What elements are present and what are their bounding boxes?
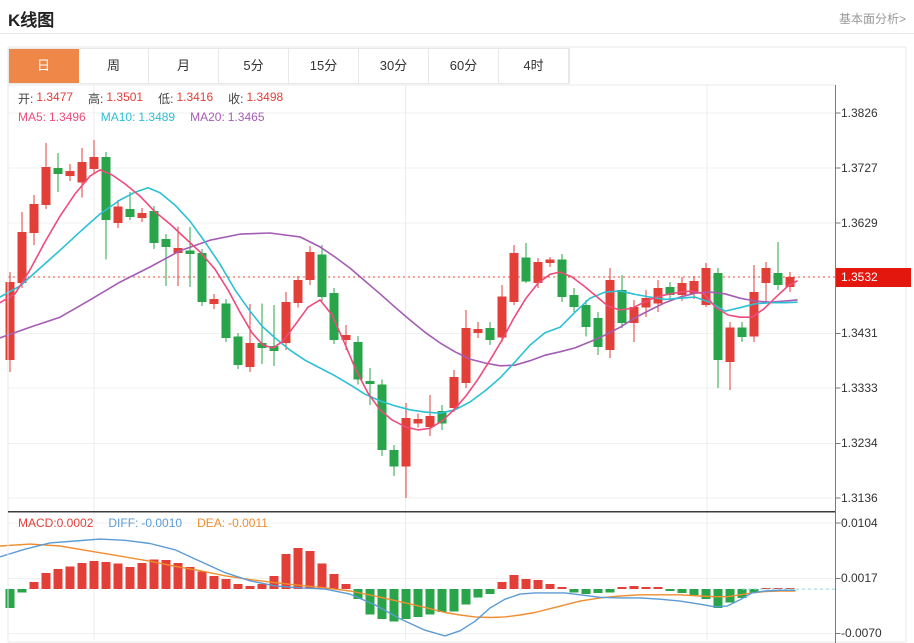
- diff-value: -0.0010: [141, 516, 183, 530]
- page-title: K线图: [8, 11, 55, 30]
- macd-value: 0.0002: [56, 516, 94, 530]
- price-axis-label: 1.3234: [841, 436, 878, 450]
- ma20-line: [0, 232, 798, 367]
- macd-legend: MACD: 0.0002 DIFF: -0.0010 DEA: -0.0011: [18, 516, 283, 530]
- ma5-label: MA5:: [18, 110, 47, 124]
- ma-legend: MA5: 1.3496 MA10: 1.3489 MA20: 1.3465: [18, 110, 280, 124]
- diff-line: [0, 538, 796, 637]
- price-axis-label: 1.3826: [841, 106, 878, 120]
- grid: [8, 85, 841, 640]
- tab-week[interactable]: 周: [79, 49, 149, 83]
- tab-30min[interactable]: 30分: [359, 49, 429, 83]
- open-value: 1.3477: [36, 90, 74, 104]
- tab-5min[interactable]: 5分: [219, 49, 289, 83]
- macd-axis-label: 0.0017: [841, 571, 878, 585]
- price-axis-label: 1.3629: [841, 216, 878, 230]
- ma10-line: [0, 187, 798, 414]
- macd-label: MACD:: [18, 516, 57, 530]
- dea-label: DEA:: [197, 516, 226, 530]
- ma20-value: 1.3465: [227, 110, 265, 124]
- ma20-label: MA20:: [190, 110, 225, 124]
- tab-15min[interactable]: 15分: [289, 49, 359, 83]
- ma10-label: MA10:: [100, 110, 136, 124]
- price-axis-label: 1.3431: [841, 326, 878, 340]
- chart-borders: [7, 46, 907, 643]
- low-label: 低:: [158, 92, 174, 106]
- tab-4hour[interactable]: 4时: [499, 49, 569, 83]
- header-divider: [0, 33, 914, 34]
- fundamental-analysis-link[interactable]: 基本面分析>: [838, 12, 906, 26]
- low-value: 1.3416: [176, 90, 214, 104]
- macd-axis-label: 0.0104: [841, 516, 878, 530]
- macd-histogram: [5, 547, 795, 622]
- close-value: 1.3498: [246, 90, 284, 104]
- price-axis-label: 1.3333: [841, 381, 878, 395]
- tab-day[interactable]: 日: [9, 49, 79, 83]
- ma5-value: 1.3496: [49, 110, 86, 124]
- tab-60min[interactable]: 60分: [429, 49, 499, 83]
- candles-group: [5, 139, 795, 498]
- period-tab-bar: 日 周 月 5分 15分 30分 60分 4时: [8, 48, 570, 84]
- ma10-value: 1.3489: [138, 110, 176, 124]
- current-price-tag: 1.3532: [836, 268, 911, 287]
- dea-line: [0, 543, 796, 619]
- ohlc-legend: 开: 1.3477 高: 1.3501 低: 1.3416 收: 1.3498: [18, 90, 298, 107]
- price-axis-label: 1.3136: [841, 491, 878, 505]
- diff-label: DIFF:: [108, 516, 139, 530]
- high-value: 1.3501: [106, 90, 144, 104]
- open-label: 开:: [18, 92, 34, 106]
- macd-axis-label: -0.0070: [841, 626, 882, 640]
- high-label: 高:: [88, 92, 104, 106]
- tab-month[interactable]: 月: [149, 49, 219, 83]
- price-axis-label: 1.3727: [841, 161, 878, 175]
- close-label: 收:: [228, 92, 244, 106]
- dea-value: -0.0011: [228, 516, 268, 530]
- ma5-line: [0, 169, 798, 431]
